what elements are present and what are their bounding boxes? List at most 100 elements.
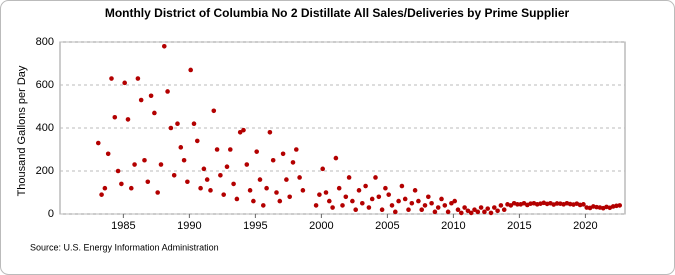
data-point bbox=[498, 203, 504, 208]
y-tick-label: 600 bbox=[36, 79, 54, 91]
data-point bbox=[353, 207, 359, 212]
data-point bbox=[155, 190, 160, 195]
data-point bbox=[412, 188, 418, 193]
data-point bbox=[211, 108, 217, 114]
data-point bbox=[254, 149, 259, 154]
data-point bbox=[363, 183, 368, 189]
data-point bbox=[350, 198, 355, 204]
data-point bbox=[274, 190, 279, 195]
data-point bbox=[416, 198, 421, 204]
data-point bbox=[383, 185, 388, 191]
x-tick-label: 2020 bbox=[573, 220, 597, 232]
data-point bbox=[330, 205, 335, 210]
data-point bbox=[290, 160, 296, 165]
data-point bbox=[221, 192, 226, 197]
data-point bbox=[326, 198, 332, 204]
data-point bbox=[247, 188, 253, 193]
data-point bbox=[119, 181, 124, 187]
data-point bbox=[128, 185, 134, 191]
data-point bbox=[241, 127, 246, 133]
data-point bbox=[152, 110, 157, 116]
data-point bbox=[145, 179, 151, 185]
data-point bbox=[317, 192, 322, 197]
data-point bbox=[409, 200, 415, 206]
data-point bbox=[482, 209, 487, 215]
data-point bbox=[346, 175, 352, 180]
data-point bbox=[280, 151, 286, 157]
data-point bbox=[468, 210, 474, 216]
data-point bbox=[224, 164, 230, 169]
data-point bbox=[554, 201, 560, 206]
data-point bbox=[287, 194, 292, 200]
data-point bbox=[459, 210, 464, 216]
y-tick-label: 400 bbox=[36, 122, 54, 134]
data-point bbox=[313, 203, 319, 208]
data-point bbox=[455, 207, 461, 212]
data-point bbox=[508, 203, 514, 208]
data-point bbox=[445, 209, 451, 215]
data-point bbox=[125, 117, 131, 122]
data-point bbox=[432, 209, 438, 215]
data-point bbox=[191, 121, 197, 126]
data-point bbox=[208, 188, 213, 193]
y-tick-label: 800 bbox=[36, 36, 54, 48]
data-point bbox=[485, 206, 491, 211]
data-point bbox=[439, 196, 444, 202]
data-point bbox=[581, 202, 586, 207]
data-point bbox=[429, 200, 434, 206]
data-point bbox=[389, 203, 395, 208]
data-point bbox=[402, 196, 408, 202]
data-point bbox=[168, 125, 174, 131]
data-point bbox=[267, 130, 273, 135]
y-tick-label: 200 bbox=[36, 165, 54, 177]
y-axis-label: Thousand Gallons per Day bbox=[16, 65, 28, 196]
data-point bbox=[386, 192, 392, 197]
data-point bbox=[393, 209, 398, 215]
data-point bbox=[161, 44, 167, 49]
data-point bbox=[260, 203, 266, 208]
data-point bbox=[188, 67, 193, 73]
data-point bbox=[449, 200, 454, 206]
data-point bbox=[356, 188, 362, 193]
data-point bbox=[501, 207, 507, 212]
data-point bbox=[435, 205, 441, 210]
data-point bbox=[396, 198, 401, 204]
data-point bbox=[115, 168, 121, 174]
x-tick-label: 2010 bbox=[441, 220, 465, 232]
data-point bbox=[234, 196, 240, 202]
data-point bbox=[376, 194, 382, 200]
data-point bbox=[142, 157, 147, 163]
data-point bbox=[99, 192, 104, 197]
data-point bbox=[251, 198, 256, 204]
data-point bbox=[227, 147, 233, 152]
data-point bbox=[105, 151, 111, 157]
data-point bbox=[478, 205, 484, 210]
data-point bbox=[419, 207, 425, 212]
data-point bbox=[406, 207, 411, 212]
x-tick-label: 2015 bbox=[507, 220, 531, 232]
data-point bbox=[323, 190, 329, 195]
data-point bbox=[204, 177, 210, 182]
data-point bbox=[495, 208, 500, 214]
data-point bbox=[320, 166, 325, 172]
data-point bbox=[201, 166, 207, 172]
data-point bbox=[95, 140, 101, 146]
data-point bbox=[452, 198, 458, 204]
data-point bbox=[214, 147, 220, 152]
data-point bbox=[185, 179, 190, 185]
data-point bbox=[426, 194, 431, 200]
data-point bbox=[194, 138, 200, 144]
data-point bbox=[122, 80, 127, 86]
x-tick-label: 1990 bbox=[177, 220, 201, 232]
data-point bbox=[198, 185, 203, 191]
data-point bbox=[373, 175, 378, 180]
data-point bbox=[257, 177, 263, 182]
data-point bbox=[181, 157, 187, 163]
data-point bbox=[132, 162, 137, 167]
data-point bbox=[293, 147, 299, 152]
data-point bbox=[178, 145, 184, 150]
data-point bbox=[488, 210, 494, 216]
data-point bbox=[336, 185, 342, 191]
